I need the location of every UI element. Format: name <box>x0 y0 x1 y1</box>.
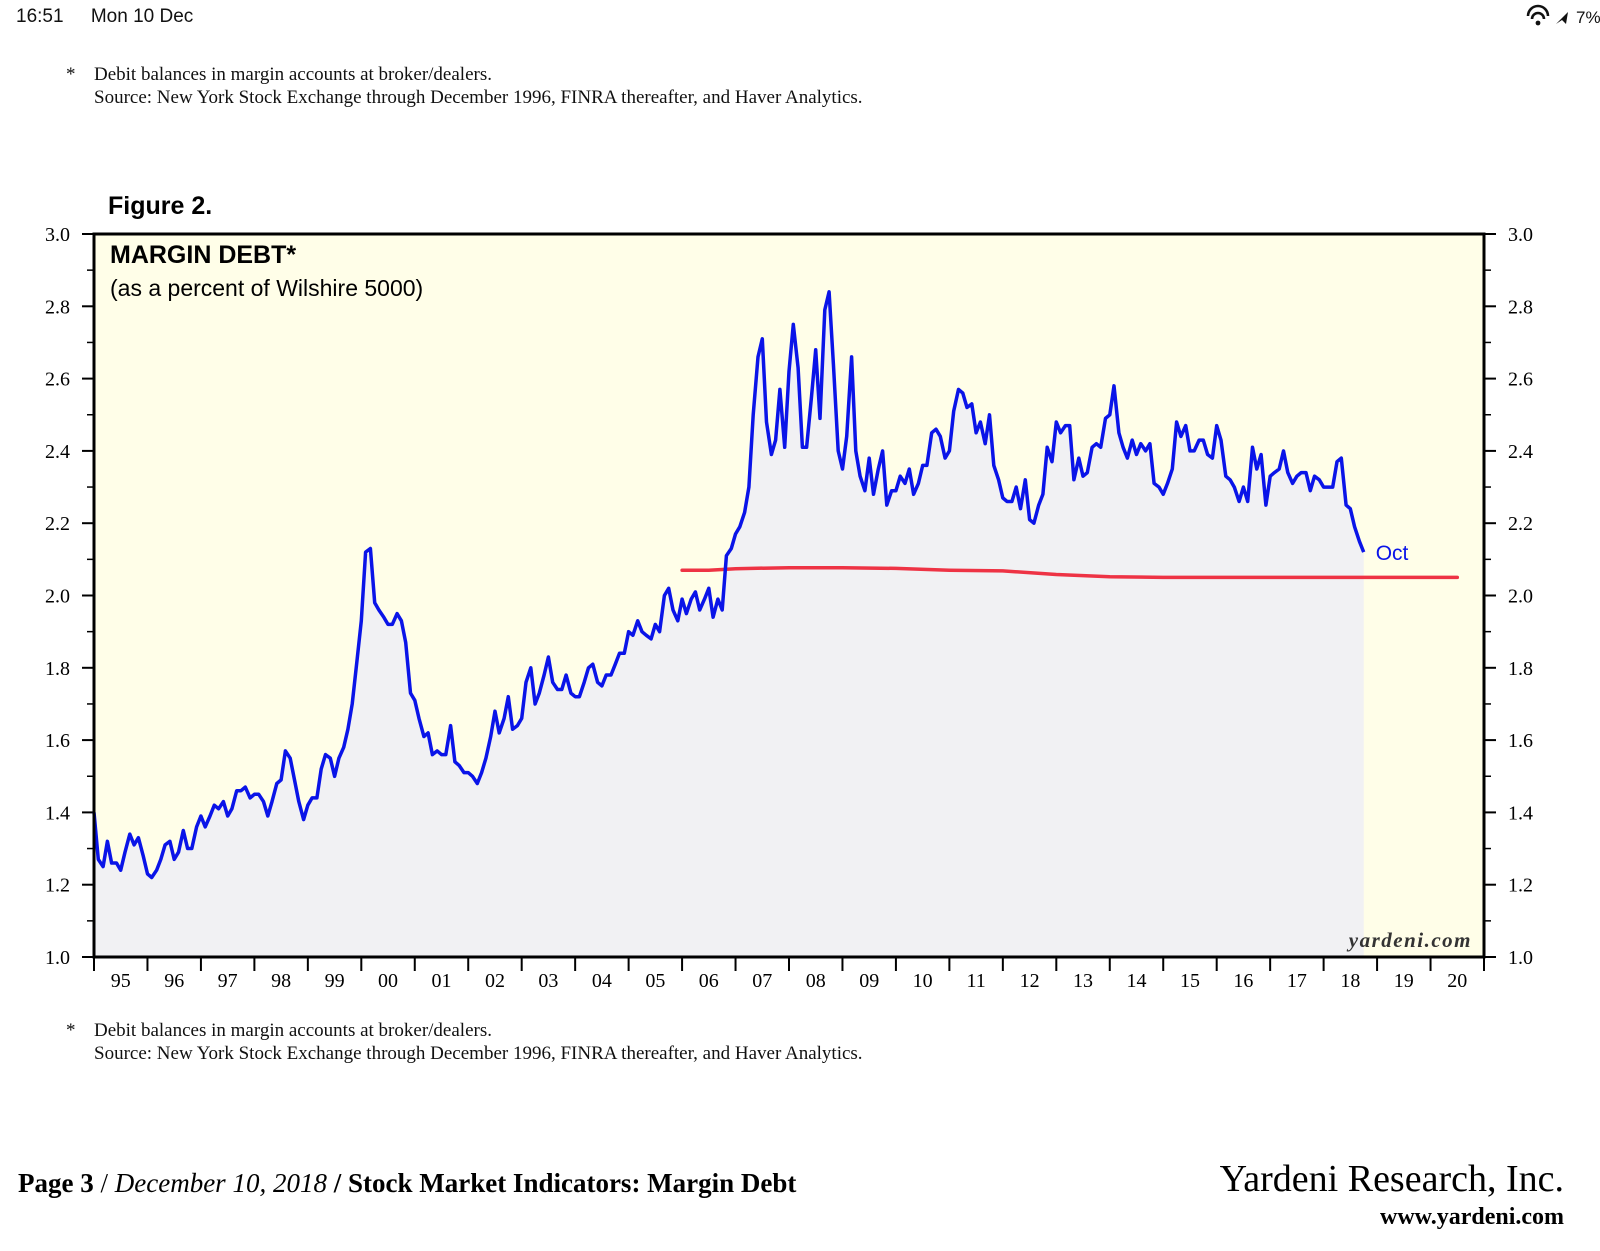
x-tick-label: 02 <box>485 970 505 992</box>
y-tick-label-left: 2.0 <box>45 586 70 608</box>
chart-subtitle: (as a percent of Wilshire 5000) <box>110 275 423 301</box>
x-tick-label: 06 <box>699 970 719 992</box>
footnote-line-1: Debit balances in margin accounts at bro… <box>94 64 492 85</box>
y-tick-label-right: 1.2 <box>1508 875 1533 897</box>
reference-line <box>680 565 1460 580</box>
y-tick-label-left: 1.8 <box>45 658 70 680</box>
page-footer: Page 3 / December 10, 2018 / Stock Marke… <box>18 1168 797 1198</box>
y-tick-label-left: 1.4 <box>45 802 70 824</box>
chart-title: MARGIN DEBT* <box>110 241 296 269</box>
x-tick-label: 16 <box>1233 970 1253 992</box>
x-tick-label: 08 <box>806 970 826 992</box>
x-tick-label: 15 <box>1180 970 1200 992</box>
y-tick-label-left: 2.4 <box>45 441 70 463</box>
y-tick-label-left: 2.2 <box>45 513 70 535</box>
x-tick-label: 20 <box>1447 970 1467 992</box>
y-tick-label-right: 2.4 <box>1508 441 1533 463</box>
x-tick-label: 96 <box>164 970 184 992</box>
y-tick-label-right: 1.0 <box>1508 947 1533 969</box>
end-label: Oct <box>1376 542 1409 565</box>
y-tick-label-right: 1.8 <box>1508 658 1533 680</box>
y-tick-label-right: 3.0 <box>1508 224 1533 246</box>
x-tick-label: 97 <box>218 970 238 992</box>
x-tick-label: 04 <box>592 970 612 992</box>
footnote-top: * Debit balances in margin accounts at b… <box>66 63 863 109</box>
footnote-line-1: Debit balances in margin accounts at bro… <box>94 1020 492 1041</box>
figure-label: Figure 2. <box>108 192 213 220</box>
y-tick-label-left: 3.0 <box>45 224 70 246</box>
x-tick-label: 19 <box>1394 970 1414 992</box>
x-tick-label: 17 <box>1287 970 1307 992</box>
brand: Yardeni Research, Inc. www.yardeni.com <box>1220 1158 1564 1234</box>
status-indicators: 7% <box>1520 4 1600 30</box>
report-date: December 10, 2018 <box>114 1168 327 1198</box>
report-title: Stock Market Indicators: Margin Debt <box>347 1168 797 1198</box>
location-arrow-icon <box>1556 12 1568 24</box>
footnote-source: Source: New York Stock Exchange through … <box>94 1043 863 1064</box>
x-tick-label: 00 <box>378 970 398 992</box>
footnote-source: Source: New York Stock Exchange through … <box>94 87 863 108</box>
company-name: Yardeni Research, Inc. <box>1219 1158 1564 1200</box>
y-tick-label-left: 2.8 <box>45 296 70 318</box>
x-tick-label: 07 <box>752 970 772 992</box>
x-tick-label: 01 <box>432 970 452 992</box>
y-tick-label-right: 2.8 <box>1508 296 1533 318</box>
y-tick-label-right: 1.4 <box>1508 802 1533 824</box>
y-tick-label-left: 2.6 <box>45 369 70 391</box>
battery-percent: 7% <box>1576 8 1600 27</box>
x-tick-label: 11 <box>966 970 985 992</box>
x-tick-label: 14 <box>1127 970 1147 992</box>
x-tick-label: 12 <box>1020 970 1040 992</box>
x-tick-label: 05 <box>645 970 665 992</box>
y-tick-label-left: 1.6 <box>45 730 70 752</box>
y-tick-label-right: 1.6 <box>1508 730 1533 752</box>
y-tick-label-right: 2.2 <box>1508 513 1533 535</box>
status-date: Mon 10 Dec <box>90 6 194 27</box>
footnote-marker: * <box>66 1020 76 1041</box>
x-tick-label: 03 <box>538 970 558 992</box>
x-tick-label: 99 <box>325 970 345 992</box>
page-number: Page 3 <box>18 1168 94 1198</box>
y-tick-label-left: 1.0 <box>45 947 70 969</box>
footnote-bottom: * Debit balances in margin accounts at b… <box>66 1019 863 1065</box>
status-time: 16:51 <box>16 6 64 27</box>
x-tick-label: 09 <box>859 970 879 992</box>
plot-frame <box>92 232 1486 959</box>
status-bar: 16:51 Mon 10 Dec <box>16 6 193 28</box>
y-tick-label-right: 2.6 <box>1508 369 1533 391</box>
y-tick-label-right: 2.0 <box>1508 586 1533 608</box>
watermark: yardeni.com <box>1346 928 1472 952</box>
company-url: www.yardeni.com <box>1380 1204 1564 1230</box>
x-tick-label: 18 <box>1340 970 1360 992</box>
margin-debt-line <box>92 290 1366 880</box>
x-tick-label: 98 <box>271 970 291 992</box>
x-tick-label: 10 <box>913 970 933 992</box>
footnote-marker: * <box>66 64 76 85</box>
x-tick-label: 95 <box>111 970 131 992</box>
x-tick-label: 13 <box>1073 970 1093 992</box>
y-tick-label-left: 1.2 <box>45 875 70 897</box>
wifi-icon: 7% <box>1526 4 1600 27</box>
